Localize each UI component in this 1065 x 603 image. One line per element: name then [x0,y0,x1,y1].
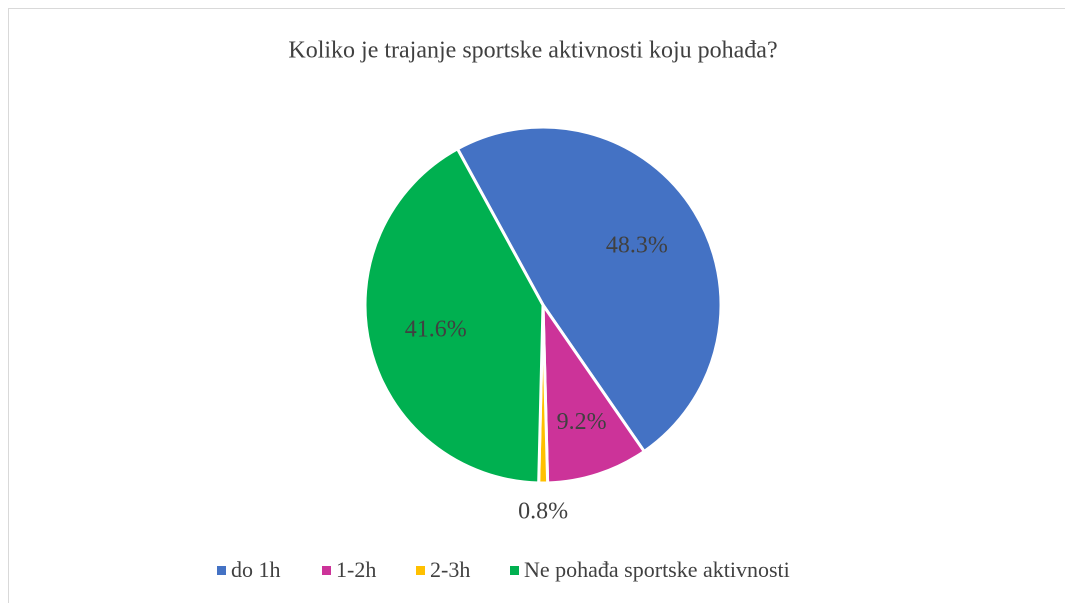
legend-label: 2-3h [430,557,470,582]
legend-label: do 1h [231,557,281,582]
data-label: 48.3% [606,233,668,259]
pie-slice [455,125,723,454]
legend-label: Ne pohađa sportske aktivnosti [524,557,790,582]
legend-label: 1-2h [336,557,376,582]
legend-swatch [322,566,331,575]
data-label: 0.8% [518,498,568,524]
chart-frame [8,8,1065,603]
chart-title: Koliko je trajanje sportske aktivnosti k… [288,38,777,64]
data-label: 41.6% [405,317,467,343]
legend-swatch [416,566,425,575]
legend-swatch [217,566,226,575]
pie-slice [363,146,545,485]
pie-slice [541,300,647,485]
data-label: 9.2% [557,409,607,435]
legend-swatch [510,566,519,575]
